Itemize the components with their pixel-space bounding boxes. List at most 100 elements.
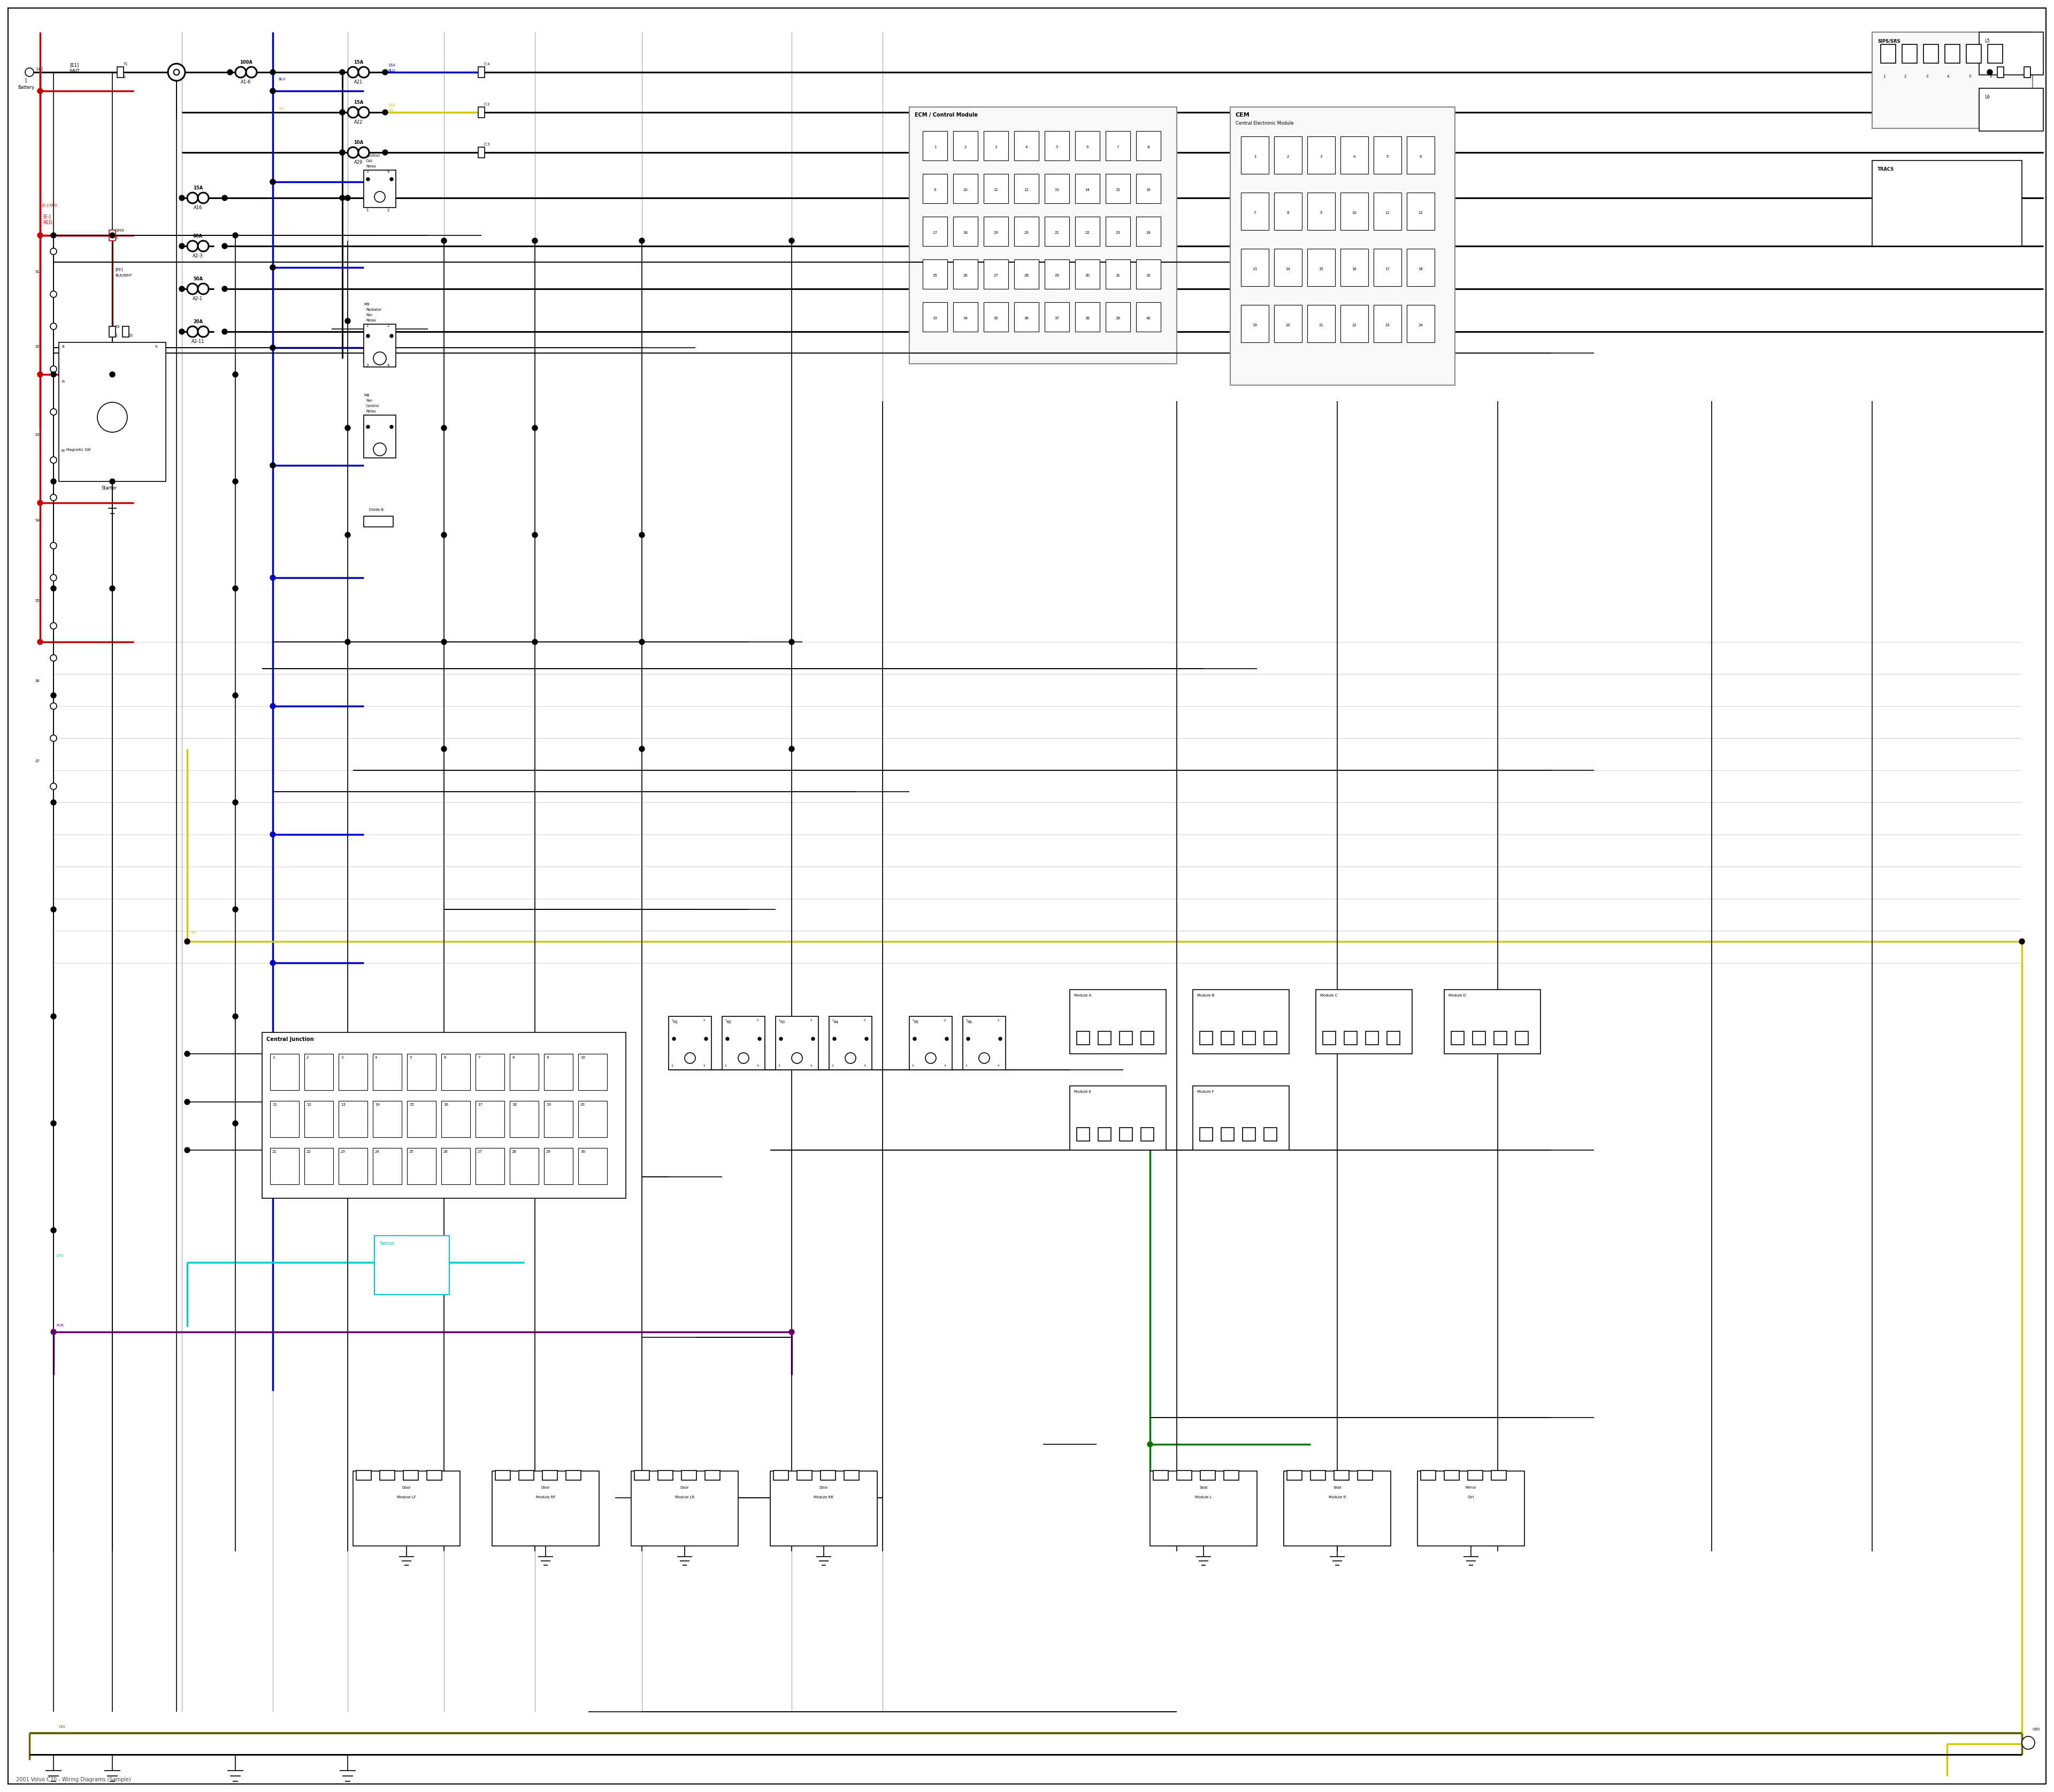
Text: 2: 2	[388, 324, 390, 328]
Text: S7: S7	[35, 760, 39, 763]
Bar	[1323, 1030, 1335, 1045]
Text: 27: 27	[994, 274, 998, 278]
Text: Starter: Starter	[101, 486, 117, 491]
Circle shape	[49, 323, 58, 330]
Circle shape	[271, 704, 275, 710]
Text: 10: 10	[581, 1055, 585, 1059]
Bar	[1273, 249, 1302, 287]
Bar	[723, 1016, 764, 1070]
Text: 4: 4	[388, 170, 390, 174]
Bar	[1076, 1127, 1089, 1142]
Circle shape	[49, 543, 58, 548]
Text: 1: 1	[1253, 156, 1257, 158]
Bar	[380, 1471, 394, 1480]
Text: 50A: 50A	[193, 276, 203, 281]
Text: Module C: Module C	[1321, 995, 1337, 996]
Text: Module A: Module A	[1074, 995, 1091, 996]
Circle shape	[865, 1038, 869, 1041]
Bar	[1243, 1030, 1255, 1045]
Text: 21: 21	[273, 1150, 277, 1154]
Circle shape	[49, 702, 58, 710]
Circle shape	[345, 319, 351, 324]
Circle shape	[339, 151, 345, 156]
Text: YEL: YEL	[388, 109, 394, 113]
Bar	[1045, 217, 1070, 246]
Bar	[479, 147, 485, 158]
Circle shape	[175, 70, 179, 75]
Text: Module L: Module L	[1195, 1496, 1212, 1498]
Circle shape	[1148, 1441, 1152, 1446]
Text: Module LR: Module LR	[676, 1496, 694, 1498]
Circle shape	[684, 1052, 696, 1063]
Text: (+): (+)	[35, 66, 43, 72]
Text: 26: 26	[444, 1150, 448, 1154]
Text: 6: 6	[1087, 145, 1089, 149]
Bar	[374, 1054, 403, 1090]
Bar	[1980, 32, 2044, 75]
Circle shape	[109, 233, 115, 238]
Text: 12: 12	[1419, 211, 1423, 215]
Text: 2: 2	[963, 145, 967, 149]
Bar	[544, 1054, 573, 1090]
Circle shape	[271, 462, 275, 468]
Bar	[922, 217, 947, 246]
Text: R1: R1	[674, 1021, 678, 1023]
Circle shape	[271, 179, 275, 185]
Text: S4: S4	[35, 520, 39, 521]
Circle shape	[49, 249, 58, 254]
Text: 1: 1	[25, 79, 27, 84]
Circle shape	[37, 233, 43, 238]
Text: 18: 18	[511, 1104, 518, 1106]
Text: Radiator: Radiator	[366, 308, 382, 312]
Text: S6: S6	[35, 679, 39, 683]
Bar	[922, 174, 947, 202]
Bar	[963, 1016, 1006, 1070]
Circle shape	[945, 1038, 949, 1041]
Text: C:3: C:3	[485, 143, 491, 145]
Bar	[910, 1016, 953, 1070]
Text: 2: 2	[306, 1055, 308, 1059]
Text: A2-3: A2-3	[193, 253, 203, 258]
Text: 21: 21	[1054, 231, 1060, 235]
Text: Mirror: Mirror	[1465, 1486, 1477, 1489]
Text: Seat: Seat	[1200, 1486, 1208, 1489]
Circle shape	[639, 640, 645, 645]
Text: 14: 14	[1286, 267, 1290, 271]
Text: 1: 1	[115, 237, 117, 240]
Text: Door: Door	[540, 1486, 550, 1489]
Bar	[1317, 989, 1413, 1054]
Circle shape	[357, 66, 370, 77]
Bar	[1136, 260, 1161, 289]
Text: 28: 28	[1025, 274, 1029, 278]
Circle shape	[197, 283, 210, 294]
Bar	[479, 108, 485, 118]
Bar	[1417, 1471, 1524, 1546]
Circle shape	[967, 1038, 969, 1041]
Circle shape	[232, 233, 238, 238]
Circle shape	[185, 1052, 189, 1057]
Bar	[374, 1149, 403, 1185]
Bar	[844, 1471, 859, 1480]
Bar	[1421, 1471, 1436, 1480]
Text: 16: 16	[444, 1104, 448, 1106]
Text: 11: 11	[127, 333, 134, 337]
Circle shape	[109, 586, 115, 591]
Bar	[984, 260, 1009, 289]
Bar	[1881, 45, 1896, 63]
Circle shape	[51, 907, 55, 912]
Circle shape	[914, 1038, 916, 1041]
Text: BLU: BLU	[277, 77, 286, 81]
Text: 32: 32	[1146, 274, 1150, 278]
Text: 15A: 15A	[353, 59, 364, 65]
Text: Module LF: Module LF	[396, 1496, 417, 1498]
Text: Door: Door	[820, 1486, 828, 1489]
Bar	[1988, 45, 2003, 63]
Circle shape	[232, 1120, 238, 1125]
Bar	[1241, 192, 1269, 229]
Circle shape	[442, 238, 446, 244]
Text: 25: 25	[409, 1150, 413, 1154]
Text: YEL: YEL	[189, 930, 197, 934]
Bar	[407, 1149, 435, 1185]
Text: A29: A29	[353, 159, 364, 165]
Circle shape	[51, 233, 55, 238]
